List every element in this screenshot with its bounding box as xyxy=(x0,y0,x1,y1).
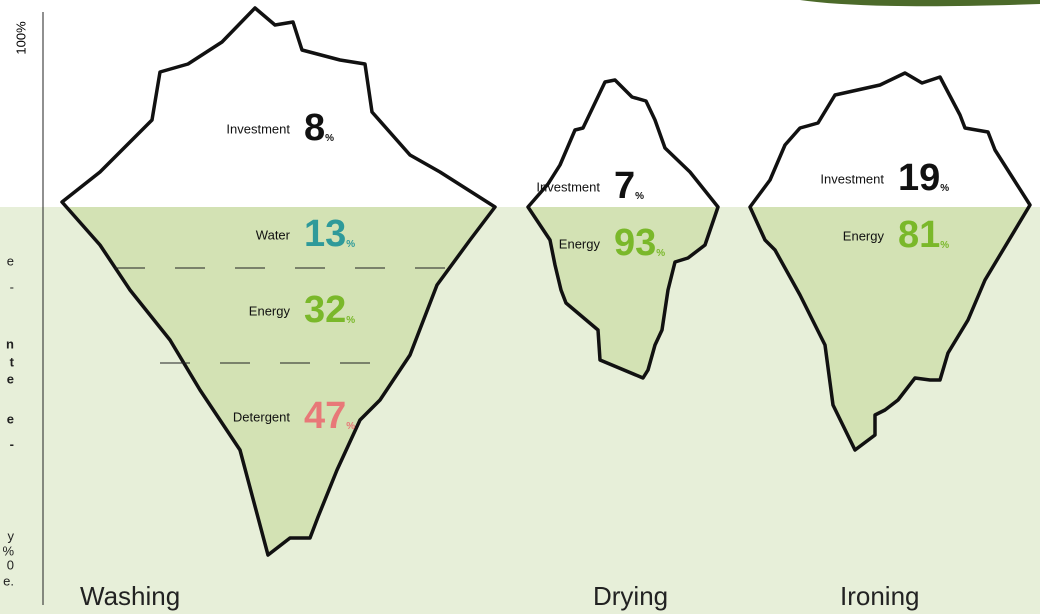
unit: % xyxy=(656,248,665,259)
unit: % xyxy=(325,133,334,144)
text-fragment: e xyxy=(7,253,14,268)
value: 7 xyxy=(614,165,635,207)
value: 13 xyxy=(304,213,346,255)
text-fragment: e xyxy=(7,411,14,426)
axis-label: 100% xyxy=(13,21,28,55)
text-fragment: y xyxy=(8,528,15,543)
value: 93 xyxy=(614,222,656,264)
value: 47 xyxy=(304,395,346,437)
segment-label: Energy xyxy=(559,236,601,251)
unit: % xyxy=(635,191,644,202)
segment-label: Energy xyxy=(249,303,291,318)
segment-label: Investment xyxy=(820,171,884,186)
unit: % xyxy=(346,421,355,432)
value: 32 xyxy=(304,289,346,331)
segment-label: Energy xyxy=(843,228,885,243)
unit: % xyxy=(940,240,949,251)
text-fragment: e. xyxy=(3,573,14,588)
iceberg-name: Drying xyxy=(593,581,668,611)
text-fragment: n xyxy=(6,336,14,351)
text-fragment: - xyxy=(10,279,14,294)
text-fragment: 0 xyxy=(7,557,14,572)
value: 81 xyxy=(898,214,940,256)
segment-label: Water xyxy=(256,227,291,242)
value: 8 xyxy=(304,107,325,149)
iceberg-name: Washing xyxy=(80,581,180,611)
segment-label: Investment xyxy=(536,179,600,194)
unit: % xyxy=(346,315,355,326)
segment-label: Detergent xyxy=(233,409,290,424)
value: 19 xyxy=(898,157,940,199)
iceberg-name: Ironing xyxy=(840,581,920,611)
unit: % xyxy=(346,239,355,250)
text-fragment: % xyxy=(2,543,14,558)
unit: % xyxy=(940,183,949,194)
text-fragment: e xyxy=(7,371,14,386)
text-fragment: t xyxy=(10,354,15,369)
text-fragment: - xyxy=(10,436,14,451)
segment-label: Investment xyxy=(226,121,290,136)
infographic: 100% Washing Investment 8% Water 13% Energy 32… xyxy=(0,0,1040,614)
